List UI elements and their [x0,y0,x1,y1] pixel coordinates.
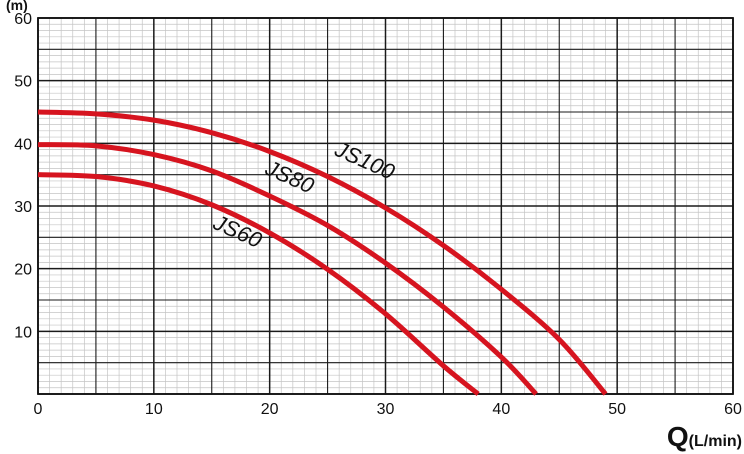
x-axis-label-main: Q [667,421,689,452]
major-grid [37,17,734,395]
y-tick-label: 10 [14,324,32,341]
x-axis-label: Q(L/min) [667,421,742,452]
x-tick-label: 10 [145,401,163,418]
plot-frame [37,17,734,395]
x-tick-label: 30 [377,401,395,418]
x-tick-label: 40 [492,401,510,418]
curves [37,109,608,396]
y-tick-labels: 10 20 30 40 50 60 [14,11,32,341]
y-tick-label: 40 [14,136,32,153]
x-tick-label: 60 [724,401,742,418]
x-tick-label: 50 [608,401,626,418]
x-tick-label: 20 [261,401,279,418]
y-tick-label: 30 [14,199,32,216]
x-tick-labels: 0 10 20 30 40 50 60 [34,401,742,418]
x-axis-label-unit: (L/min) [689,433,742,450]
curve-js80 [37,142,538,396]
y-axis-unit-label: (m) [6,0,28,13]
y-tick-label: 60 [14,11,32,28]
curve-js60 [37,172,480,396]
curve-js100 [37,109,608,396]
y-tick-label: 50 [14,74,32,91]
y-tick-label: 20 [14,262,32,279]
x-tick-label: 0 [34,401,43,418]
